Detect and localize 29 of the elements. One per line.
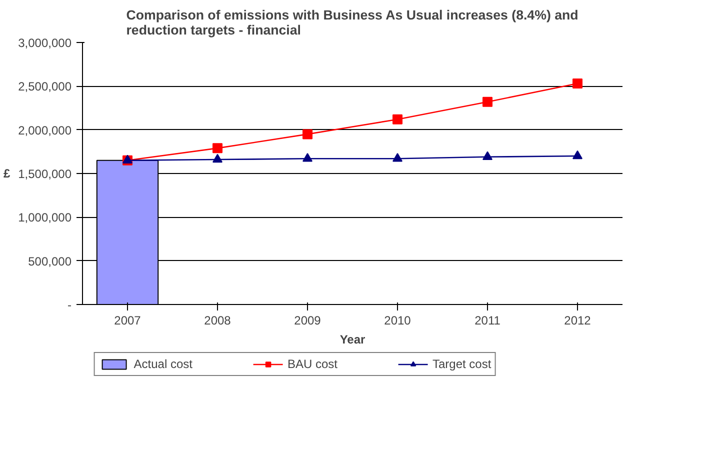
point xyxy=(572,78,582,89)
y-tick-label: 2,500,000 xyxy=(18,80,72,94)
y-axis-title: £ xyxy=(3,166,10,180)
point xyxy=(482,96,492,107)
x-tick-label: 2008 xyxy=(204,314,232,328)
legend-label: Target cost xyxy=(432,357,492,371)
x-tick-label: 2012 xyxy=(564,314,592,328)
legend-label: BAU cost xyxy=(287,357,338,371)
point xyxy=(302,152,312,162)
point xyxy=(212,154,222,163)
x-tick-label: 2007 xyxy=(114,314,142,328)
y-tick-label: 1,000,000 xyxy=(18,210,72,225)
y-tick-label: 3,000,000 xyxy=(18,36,72,50)
point xyxy=(212,143,222,154)
y-tick-label: - xyxy=(68,298,72,312)
point xyxy=(392,114,402,124)
point xyxy=(572,150,582,160)
y-tick-label: 500,000 xyxy=(28,254,72,268)
y-tick-label: 1,500,000 xyxy=(18,167,72,181)
x-axis-title: Year xyxy=(340,332,366,346)
x-tick-label: 2009 xyxy=(294,314,322,328)
point xyxy=(482,151,492,160)
legend-label: Actual cost xyxy=(134,357,192,371)
x-tick-label: 2010 xyxy=(384,314,412,328)
y-tick-label: 2,000,000 xyxy=(18,123,72,138)
chart-title: Comparison of emissions with Business As Usual increases (8.4%) and reduction targets - financial xyxy=(126,8,578,38)
point xyxy=(302,129,312,140)
point xyxy=(392,152,402,162)
x-tick-label: 2011 xyxy=(474,314,501,328)
